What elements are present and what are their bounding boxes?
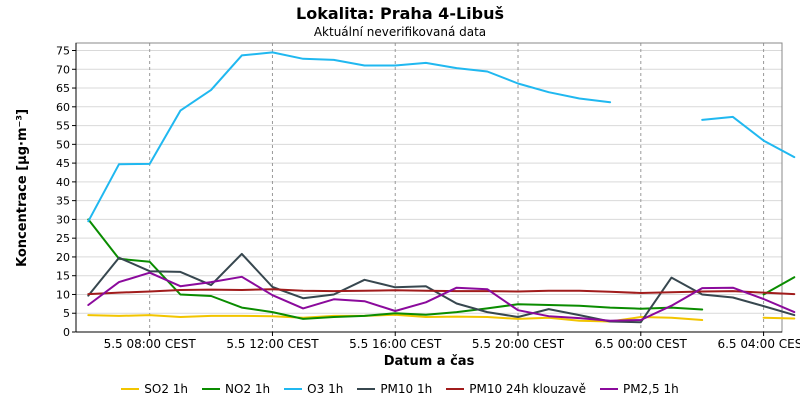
legend-label: SO2 1h [144,382,189,396]
legend-swatch [357,388,376,390]
y-tick-label: 30 [56,213,70,226]
legend-item[interactable]: SO2 1h [121,382,188,396]
x-tick-label: 5.5 20:00 CEST [472,337,565,351]
series-line-pm10-24h-klouzav [87,288,796,296]
axis-layer: 0 5 10 15 20 25 30 35 40 45 50 55 60 65 70 75 5.5 08:00 … [56,42,800,351]
series-pm10-24h-klouzav [87,288,796,296]
y-tick-label: 45 [56,157,70,170]
legend-item[interactable]: PM2,5 1h [599,382,679,396]
series-line-pm2-5-1h [87,271,796,322]
legend-swatch [446,388,465,390]
x-tick-label: 5.5 12:00 CEST [226,337,319,351]
legend-item[interactable]: NO2 1h [202,382,270,396]
legend-item[interactable]: PM10 24h klouzavě [446,382,586,396]
x-tick-label: 6.5 04:00 CEST [717,337,800,351]
y-tick-label: 65 [56,82,70,95]
x-tick-label: 6.5 00:00 CEST [595,337,688,351]
legend-label: PM2,5 1h [622,382,679,396]
series-line-no2-1h [87,218,796,320]
chart-legend: SO2 1h NO2 1h O3 1h PM10 1h PM10 24h klouzav… [0,380,800,398]
y-tick-label: 50 [56,138,70,151]
x-tick-label: 5.5 16:00 CEST [349,337,442,351]
y-tick-label: 5 [63,307,70,320]
y-tick-label: 25 [56,232,70,245]
legend-label: PM10 1h [380,382,433,396]
chart-subtitle: Aktuální neverifikovaná data [314,25,486,39]
legend-swatch [202,388,221,390]
y-tick-label: 0 [63,326,70,339]
series-line-o3-1h [87,51,796,223]
series-layer [87,51,796,324]
y-tick-label: 10 [56,288,70,301]
legend-swatch [121,388,140,390]
y-tick-label: 55 [56,120,70,133]
x-axis-label: Datum a čas [384,354,475,369]
y-tick-label: 70 [56,63,70,76]
x-tick-label: 5.5 08:00 CEST [104,337,197,351]
y-axis-label: Koncentrace [µg·m⁻³] [15,109,30,267]
legend-swatch [599,388,618,390]
series-no2-1h [87,218,796,320]
chart-title: Lokalita: Praha 4-Libuš [296,4,504,23]
series-o3-1h [87,51,796,223]
legend-label: O3 1h [307,382,344,396]
legend-swatch [284,388,303,390]
legend-item[interactable]: PM10 1h [357,382,432,396]
series-so2-1h [87,313,796,323]
grid-layer [76,43,782,332]
y-tick-label: 75 [56,45,70,58]
y-tick-label: 40 [56,176,70,189]
y-tick-label: 15 [56,270,70,283]
y-tick-label: 60 [56,101,70,114]
series-line-so2-1h [87,313,796,323]
y-tick-label: 20 [56,251,70,264]
y-tick-label: 35 [56,195,70,208]
legend-label: NO2 1h [225,382,271,396]
legend-label: PM10 24h klouzavě [469,382,586,396]
series-pm2-5-1h [87,271,796,322]
legend-item[interactable]: O3 1h [284,382,343,396]
